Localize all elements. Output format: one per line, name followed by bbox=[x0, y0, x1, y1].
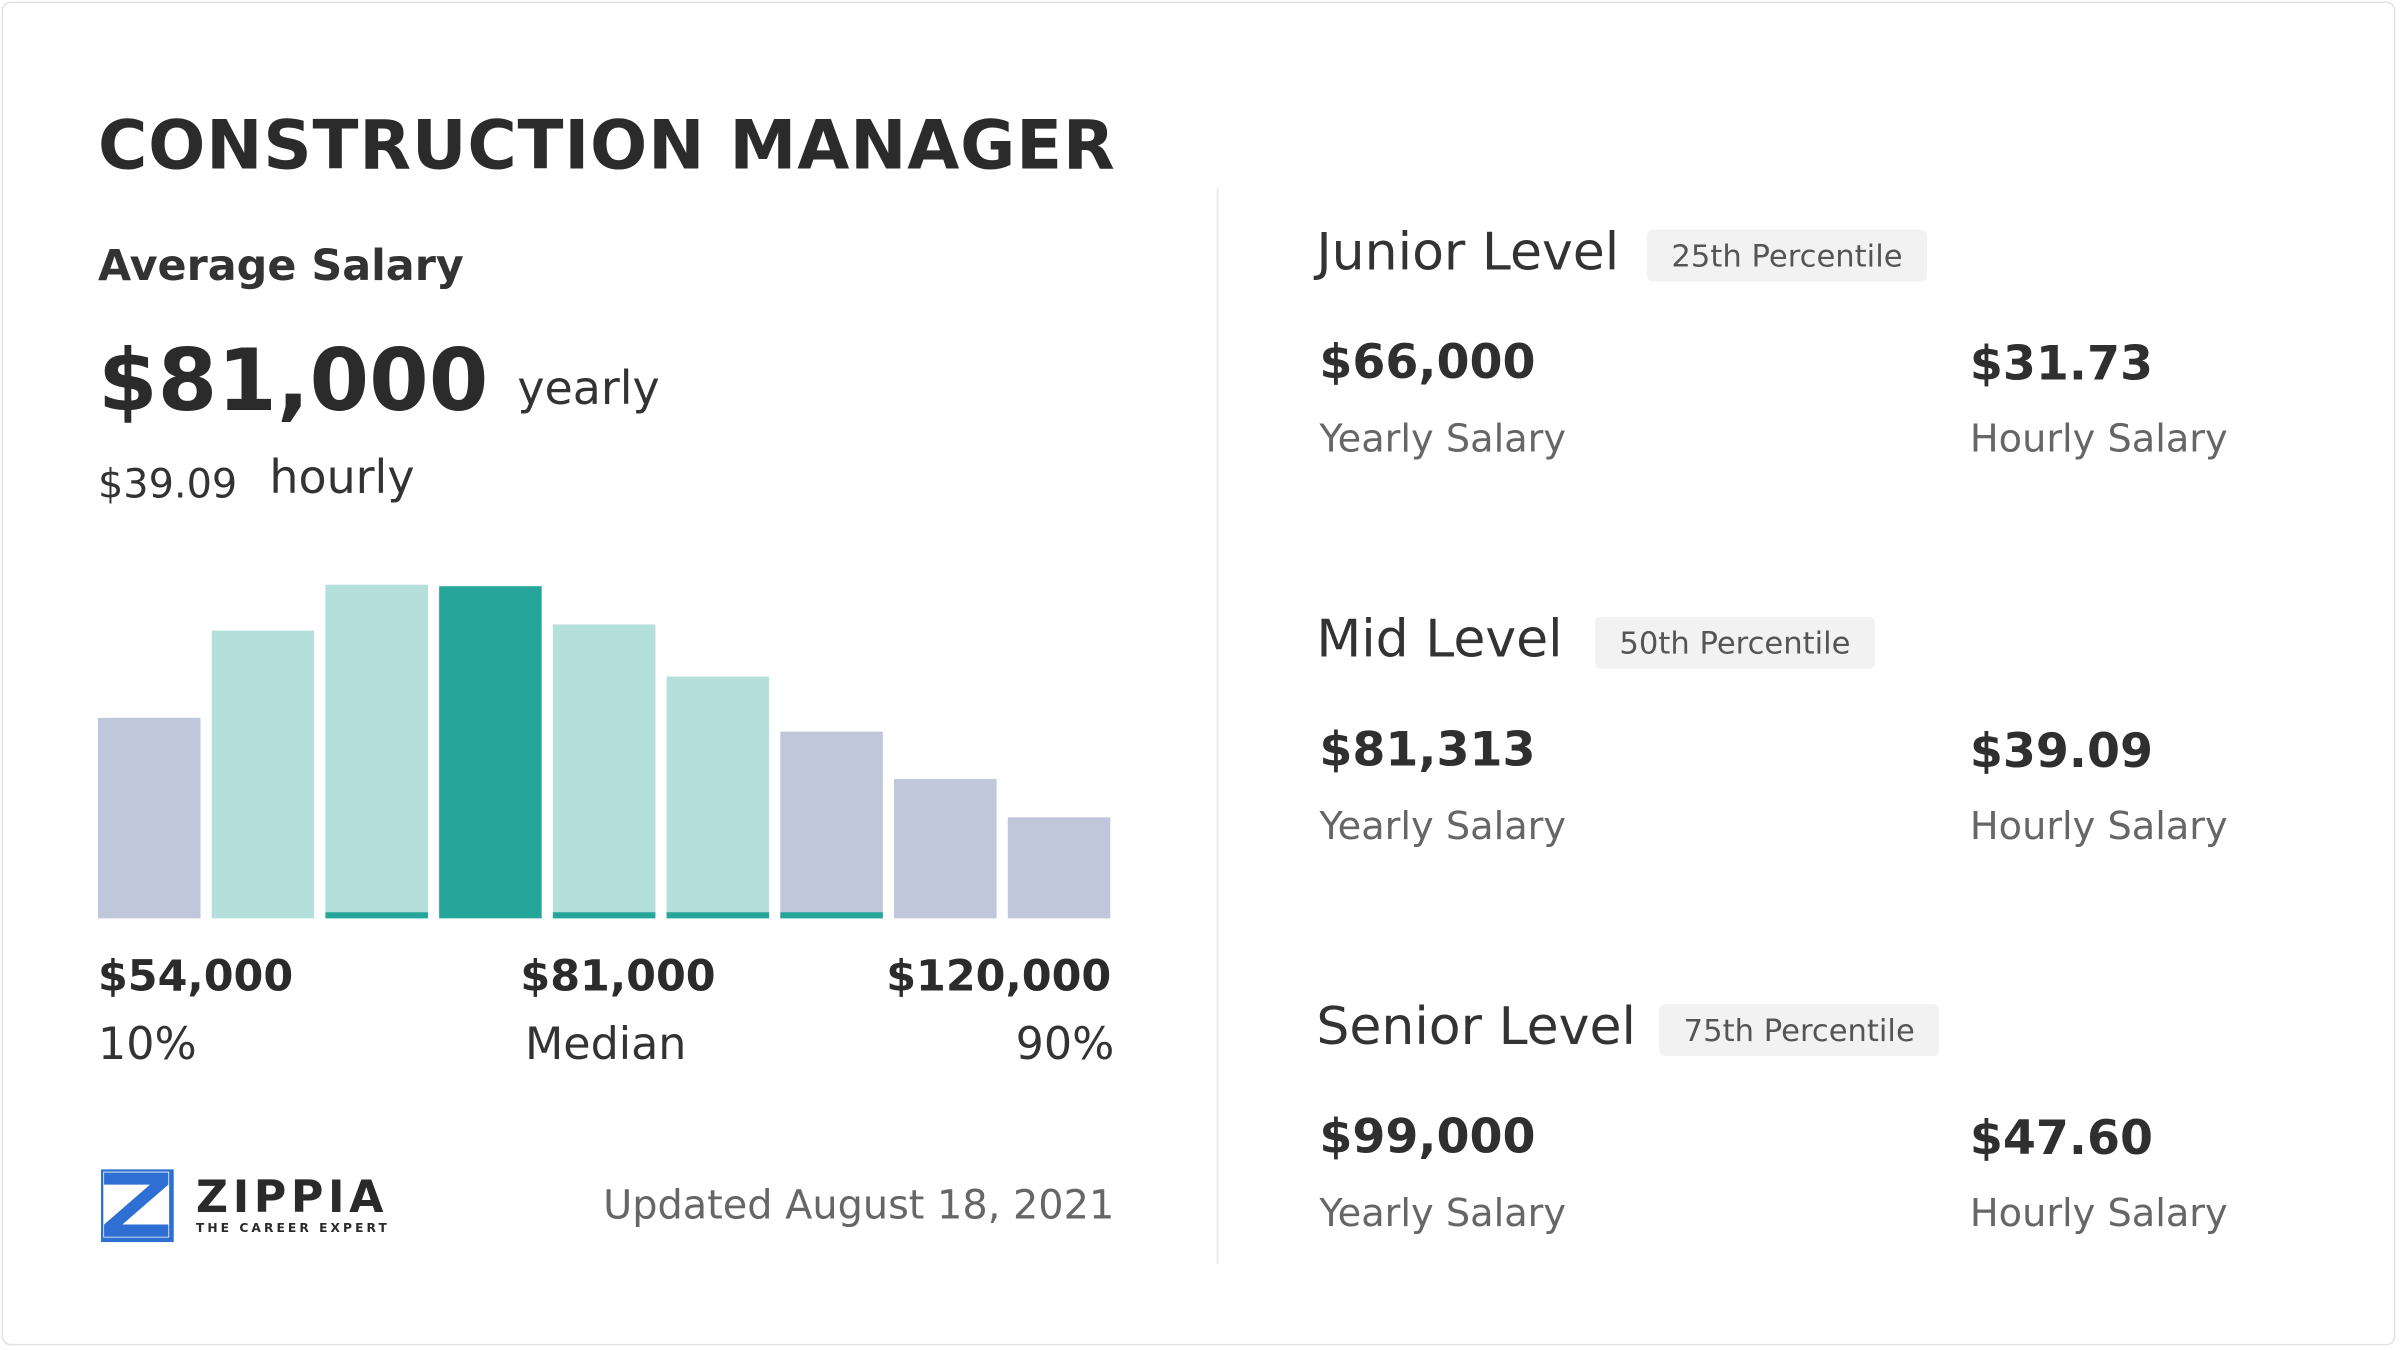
yearly-label: Yearly Salary bbox=[1319, 1190, 1567, 1236]
range-caption: 90% bbox=[1015, 1017, 1115, 1070]
level-name: Junior Level bbox=[1316, 221, 1620, 284]
bar-underline bbox=[552, 912, 656, 919]
percentile: 25th Percentile bbox=[1646, 229, 1928, 282]
bar bbox=[97, 717, 201, 919]
yearly-label: Yearly Salary bbox=[1319, 803, 1567, 848]
hourly-value: $31.73 bbox=[1969, 336, 2154, 392]
range-caption: Median bbox=[524, 1017, 687, 1070]
avg-label: Average Salary bbox=[97, 240, 464, 291]
bar bbox=[439, 586, 542, 919]
hourly-value: $47.60 bbox=[1969, 1111, 2154, 1167]
hourly-value: $39.09 bbox=[1969, 723, 2154, 780]
hourly-label: Hourly Salary bbox=[1969, 1190, 2228, 1236]
title: CONSTRUCTION MANAGER bbox=[97, 107, 1116, 186]
bar-underline bbox=[666, 912, 770, 919]
range-value: $81,000 bbox=[520, 950, 716, 1002]
yearly-value: $99,000 bbox=[1319, 1109, 1536, 1165]
bar bbox=[1007, 817, 1111, 919]
bar bbox=[780, 731, 883, 919]
bar bbox=[894, 779, 997, 919]
bar bbox=[211, 630, 315, 919]
bar bbox=[666, 676, 770, 919]
tagline: THE CAREER EXPERT bbox=[195, 1221, 390, 1236]
range-value: $54,000 bbox=[97, 950, 294, 1002]
bar-underline bbox=[325, 912, 428, 919]
yearly-value: $81,313 bbox=[1319, 722, 1536, 778]
bar bbox=[552, 624, 656, 919]
range-value: $120,000 bbox=[886, 950, 1112, 1002]
percentile: 50th Percentile bbox=[1594, 616, 1875, 669]
divider bbox=[1216, 188, 1219, 1265]
bar-underline bbox=[780, 912, 883, 919]
level-name: Mid Level bbox=[1316, 609, 1563, 671]
hourly-label: Hourly Salary bbox=[1969, 416, 2228, 461]
brand: ZIPPIA bbox=[195, 1170, 389, 1223]
yearly-value: $66,000 bbox=[1319, 335, 1536, 391]
avg-yearly: $81,000 bbox=[97, 332, 489, 432]
histogram bbox=[97, 584, 1111, 919]
percentile: 75th Percentile bbox=[1659, 1004, 1940, 1057]
bar bbox=[325, 584, 428, 919]
updated: Updated August 18, 2021 bbox=[603, 1183, 1115, 1230]
logo-icon bbox=[101, 1169, 174, 1243]
avg-hourly: $39.09 bbox=[97, 462, 238, 509]
hourly-label: Hourly Salary bbox=[1969, 803, 2228, 848]
level-name: Senior Level bbox=[1316, 996, 1636, 1058]
yearly-label: Yearly Salary bbox=[1319, 416, 1567, 461]
avg-hourly-unit: hourly bbox=[269, 451, 415, 506]
range-caption: 10% bbox=[97, 1017, 197, 1070]
avg-yearly-unit: yearly bbox=[517, 362, 660, 417]
